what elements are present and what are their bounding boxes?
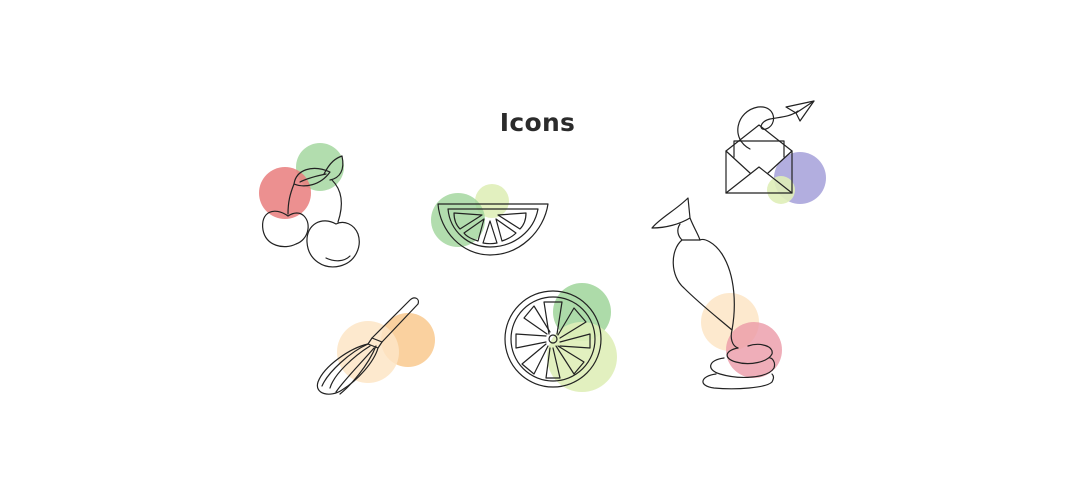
cherries-icon xyxy=(250,140,370,275)
accent-circle xyxy=(767,176,795,204)
accent-circle xyxy=(431,193,485,247)
citrus-round-icon xyxy=(498,280,623,398)
accent-circle xyxy=(547,322,617,392)
accent-circle xyxy=(337,321,399,383)
accent-circle xyxy=(726,322,782,378)
envelope-paper-plane-icon xyxy=(720,95,835,207)
whisk-icon xyxy=(310,288,445,403)
page-title: Icons xyxy=(499,108,576,137)
lime-slice-icon xyxy=(428,183,558,263)
piping-bag-icon xyxy=(640,190,790,395)
accent-circle xyxy=(259,167,311,219)
